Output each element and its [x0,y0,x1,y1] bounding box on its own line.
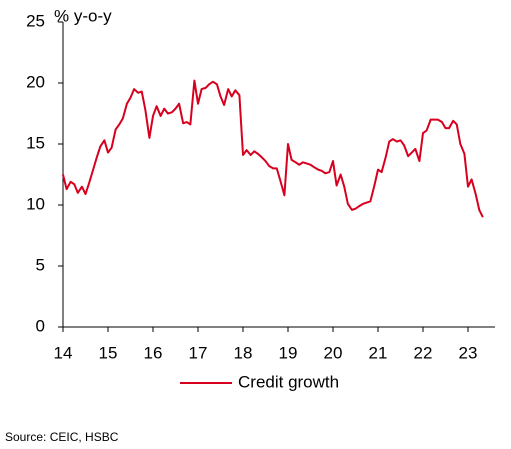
x-tick-label: 23 [459,343,478,362]
x-tick-label: 15 [99,343,118,362]
y-tick-label: 25 [26,11,45,30]
y-tick-label: 10 [26,194,45,213]
y-tick-label: 5 [36,255,45,274]
x-tick-label: 18 [234,343,253,362]
y-tick-label: 0 [36,316,45,335]
y-tick-label: 15 [26,133,45,152]
y-axis-label: % y-o-y [54,6,112,25]
legend-label: Credit growth [238,372,339,391]
x-tick-label: 16 [144,343,163,362]
data-line [62,79,484,218]
x-tick-label: 20 [324,343,343,362]
y-tick-label: 20 [26,72,45,91]
x-tick-label: 21 [369,343,388,362]
x-tick-label: 17 [189,343,208,362]
source-note: Source: CEIC, HSBC [5,430,119,444]
x-tick-label: 22 [414,343,433,362]
x-tick-label: 19 [279,343,298,362]
x-tick-label: 14 [54,343,73,362]
